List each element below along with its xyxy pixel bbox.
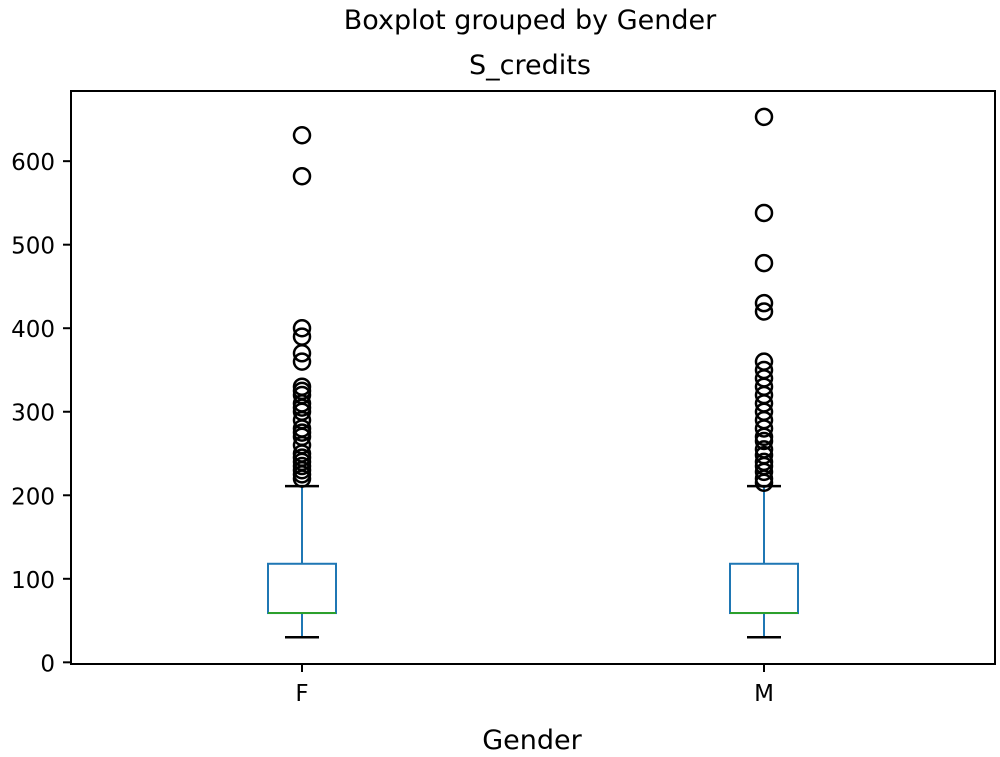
outlier-point-m [754, 302, 774, 321]
outlier-point-f [292, 377, 312, 396]
y-tick-label-600: 600 [11, 150, 55, 176]
outlier-point-m [754, 352, 774, 371]
y-tick-label-100: 100 [11, 568, 55, 594]
outlier-point-f [292, 318, 312, 338]
outlier-point-f [292, 166, 312, 186]
y-tick-label-0: 0 [40, 651, 55, 677]
x-tick-label-f: F [295, 681, 308, 707]
chart-title: Boxplot grouped by Gender [344, 5, 717, 36]
y-tick-label-200: 200 [11, 484, 55, 510]
outlier-point-f [292, 327, 312, 346]
box-m [729, 562, 799, 615]
outlier-point-m [754, 107, 774, 127]
outlier-point-f [292, 352, 312, 371]
axes-frame [70, 90, 996, 665]
outlier-point-m [754, 452, 774, 472]
x-axis-label: Gender [482, 725, 582, 756]
outlier-point-m [754, 440, 774, 459]
outlier-point-m [754, 293, 774, 313]
y-tick-label-500: 500 [11, 234, 55, 260]
y-tick-label-300: 300 [11, 401, 55, 427]
chart-subtitle: S_credits [469, 50, 591, 81]
box-group-m [729, 107, 799, 639]
outlier-point-m [754, 445, 774, 465]
outlier-point-m [754, 253, 774, 273]
box-f [267, 562, 337, 615]
x-tick-label-m: M [754, 681, 774, 707]
outlier-point-m [754, 203, 774, 223]
outlier-point-m [754, 360, 774, 380]
plot-area [267, 107, 799, 639]
y-tick-label-400: 400 [11, 317, 55, 343]
outlier-point-f [292, 126, 312, 145]
box-group-f [267, 126, 337, 639]
